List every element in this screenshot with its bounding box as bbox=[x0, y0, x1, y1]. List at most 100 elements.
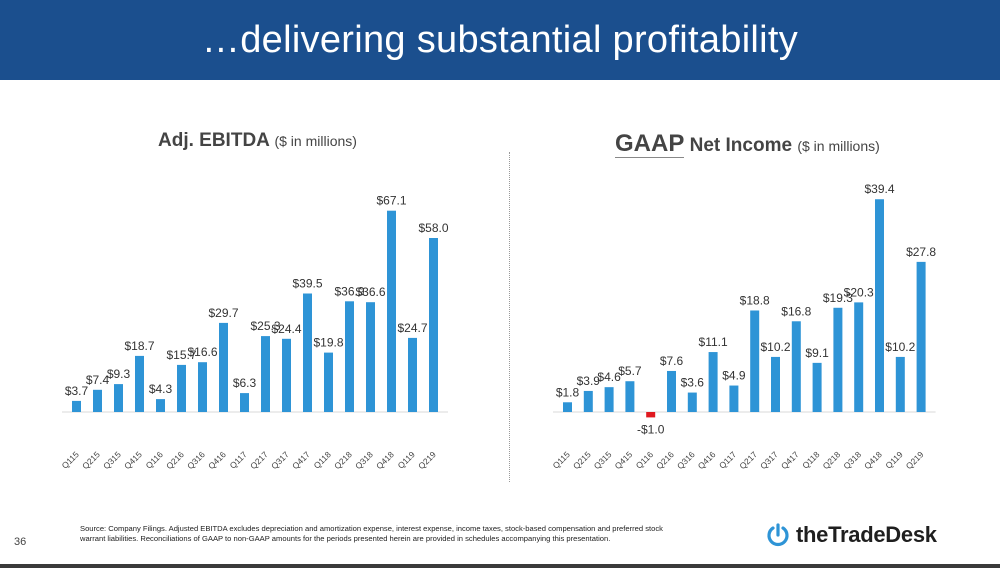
power-icon bbox=[767, 523, 789, 547]
net-income-value-label-Q217: $18.8 bbox=[740, 293, 770, 307]
net-income-tick-label-Q219: Q219 bbox=[904, 449, 926, 471]
ebitda-bar-Q119 bbox=[408, 337, 417, 412]
ebitda-bar-Q415 bbox=[135, 355, 144, 412]
ebitda-value-label-Q415: $18.7 bbox=[124, 339, 154, 353]
net-income-tick-label-Q218: Q218 bbox=[821, 449, 843, 471]
net-income-bar-Q215 bbox=[583, 390, 593, 412]
net-income-value-label-Q416: $11.1 bbox=[699, 335, 728, 349]
ebitda-bar-Q316 bbox=[198, 362, 207, 412]
ebitda-value-label-Q416: $29.7 bbox=[208, 306, 238, 320]
net-income-tick-label-Q217: Q217 bbox=[737, 449, 759, 471]
net-income-value-label-Q119: $10.2 bbox=[885, 340, 915, 354]
net-income-tick-label-Q318: Q318 bbox=[841, 449, 863, 471]
net-income-bar-Q418 bbox=[875, 199, 884, 412]
net-income-tick-label-Q416: Q416 bbox=[696, 449, 718, 471]
net-income-title-unit: ($ in millions) bbox=[797, 138, 880, 154]
ebitda-chart-title: Adj. EBITDA ($ in millions) bbox=[158, 130, 357, 152]
net-income-bar-Q117 bbox=[729, 385, 739, 412]
ebitda-bar-Q315 bbox=[114, 384, 123, 412]
net-income-bar-Q217 bbox=[750, 310, 760, 412]
net-income-tick-label-Q418: Q418 bbox=[862, 449, 884, 471]
net-income-tick-label-Q316: Q316 bbox=[675, 449, 697, 471]
ebitda-value-label-Q218: $36.9 bbox=[334, 284, 364, 298]
ebitda-value-label-Q417: $39.5 bbox=[292, 277, 322, 291]
net-income-title-main: Net Income bbox=[689, 135, 793, 156]
ebitda-value-label-Q215: $7.4 bbox=[86, 373, 110, 387]
ebitda-value-label-Q217: $25.3 bbox=[250, 319, 280, 333]
ebitda-value-label-Q118: $19.8 bbox=[313, 336, 343, 350]
net-income-bar-Q317 bbox=[771, 356, 780, 412]
ebitda-value-label-Q317: $24.4 bbox=[271, 322, 301, 336]
net-income-tick-label-Q415: Q415 bbox=[613, 449, 635, 471]
net-income-value-label-Q219: $27.8 bbox=[906, 245, 936, 259]
net-income-tick-label-Q119: Q119 bbox=[883, 449, 905, 471]
net-income-bar-Q316 bbox=[687, 392, 697, 412]
net-income-bar-Q318 bbox=[854, 302, 864, 412]
page-number: 36 bbox=[14, 536, 27, 548]
ebitda-bar-Q216 bbox=[177, 364, 186, 412]
net-income-tick-label-Q315: Q315 bbox=[592, 449, 614, 471]
bottom-rule bbox=[0, 564, 1000, 568]
ebitda-bar-Q317 bbox=[282, 338, 291, 412]
ebitda-bar-Q115 bbox=[72, 400, 81, 412]
net-income-value-label-Q216: $7.6 bbox=[660, 354, 684, 368]
net-income-value-label-Q318: $20.3 bbox=[844, 285, 874, 299]
net-income-value-label-Q415: $5.7 bbox=[618, 364, 642, 378]
ebitda-bar-Q219 bbox=[429, 238, 438, 412]
net-income-bar-Q216 bbox=[667, 370, 676, 412]
ebitda-bar-Q417 bbox=[303, 293, 312, 412]
net-income-value-label-Q215: $3.9 bbox=[577, 374, 601, 388]
net-income-bar-Q416 bbox=[708, 352, 718, 412]
net-income-value-label-Q418: $39.4 bbox=[864, 182, 894, 196]
company-logo: theTradeDesk bbox=[766, 522, 937, 548]
net-income-tick-label-Q116: Q116 bbox=[634, 449, 656, 471]
net-income-value-label-Q218: $19.3 bbox=[823, 291, 853, 305]
ebitda-title-main: Adj. EBITDA bbox=[158, 130, 270, 151]
net-income-tick-label-Q417: Q417 bbox=[779, 449, 801, 471]
ebitda-title-unit: ($ in millions) bbox=[274, 133, 357, 149]
net-income-bar-Q218 bbox=[833, 307, 843, 412]
logo-text: theTradeDesk bbox=[796, 522, 937, 547]
net-income-tick-label-Q115: Q115 bbox=[551, 449, 573, 471]
ebitda-value-label-Q119: $24.7 bbox=[397, 321, 427, 335]
ebitda-bar-Q218 bbox=[345, 301, 354, 412]
ebitda-value-label-Q216: $15.7 bbox=[166, 348, 196, 362]
header-banner: …delivering substantial profitability bbox=[0, 0, 1000, 80]
ebitda-bar-Q318 bbox=[366, 302, 375, 412]
net-income-bar-Q417 bbox=[791, 321, 801, 412]
ebitda-value-label-Q115: $3.7 bbox=[65, 384, 89, 398]
net-income-value-label-Q116: -$1.0 bbox=[637, 422, 665, 436]
net-income-value-label-Q317: $10.2 bbox=[760, 340, 790, 354]
gaap-title-word: GAAP bbox=[615, 130, 685, 158]
net-income-value-label-Q117: $4.9 bbox=[722, 369, 746, 383]
ebitda-value-label-Q116: $4.3 bbox=[149, 382, 173, 396]
net-income-tick-label-Q216: Q216 bbox=[654, 449, 676, 471]
net-income-value-label-Q118: $9.1 bbox=[805, 346, 829, 360]
net-income-tick-label-Q117: Q117 bbox=[717, 449, 739, 471]
ebitda-value-label-Q315: $9.3 bbox=[107, 367, 131, 381]
source-footnote: Source: Company Filings. Adjusted EBITDA… bbox=[80, 524, 663, 543]
chart-divider bbox=[509, 152, 510, 482]
net-income-value-label-Q115: $1.8 bbox=[556, 385, 580, 399]
ebitda-bar-Q416 bbox=[219, 322, 228, 412]
net-income-value-label-Q417: $16.8 bbox=[781, 304, 811, 318]
net-income-bar-Q415 bbox=[625, 381, 635, 412]
page-title: …delivering substantial profitability bbox=[201, 18, 799, 61]
net-income-bar-Q116 bbox=[646, 412, 656, 418]
ebitda-value-label-Q318: $36.6 bbox=[355, 285, 385, 299]
net-income-bar-Q315 bbox=[604, 387, 614, 412]
net-income-value-label-Q315: $4.6 bbox=[597, 370, 621, 384]
ebitda-value-label-Q316: $16.6 bbox=[187, 345, 217, 359]
net-income-bar-Q219 bbox=[916, 261, 926, 412]
net-income-tick-label-Q215: Q215 bbox=[571, 449, 593, 471]
net-income-value-label-Q316: $3.6 bbox=[681, 376, 705, 390]
ebitda-bar-Q116 bbox=[156, 399, 165, 412]
ebitda-bar-Q215 bbox=[93, 389, 102, 412]
ebitda-value-label-Q117: $6.3 bbox=[233, 376, 257, 390]
ebitda-bar-Q418 bbox=[387, 210, 396, 412]
net-income-tick-label-Q118: Q118 bbox=[800, 449, 822, 471]
net-income-bar-Q115 bbox=[563, 402, 572, 412]
ebitda-bar-Q118 bbox=[324, 352, 333, 412]
